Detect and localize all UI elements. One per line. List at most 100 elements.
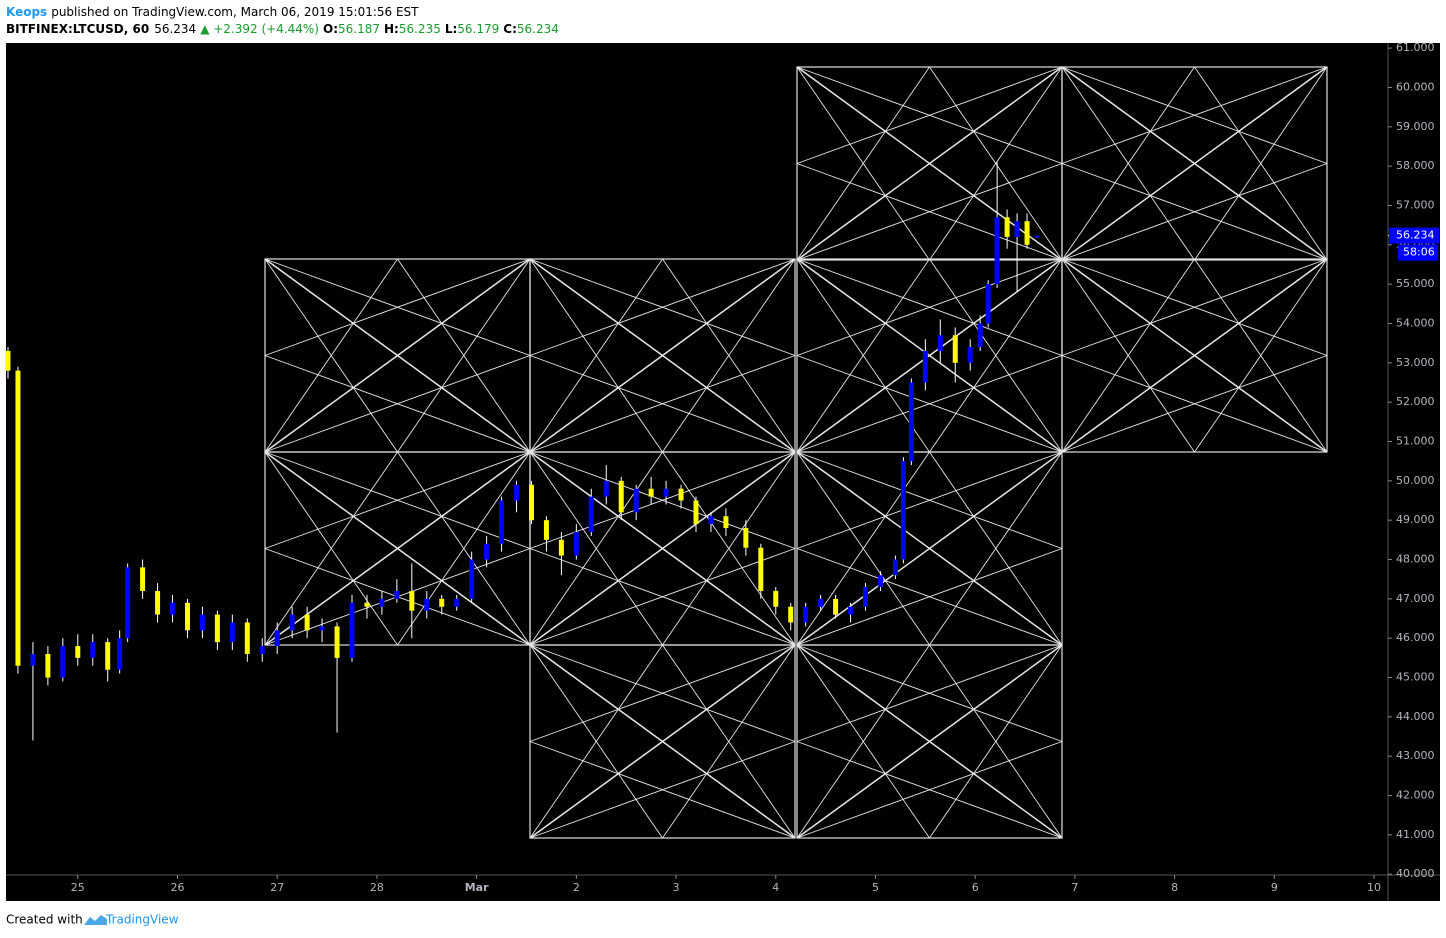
candle-body xyxy=(588,496,594,532)
gann-line xyxy=(529,258,663,453)
gann-line xyxy=(1061,258,1195,453)
low: 56.179 xyxy=(457,22,499,36)
gann-line xyxy=(796,644,1063,742)
candle-body xyxy=(848,606,854,615)
gann-line xyxy=(1061,258,1328,453)
gann-line xyxy=(796,548,1063,646)
gann-line xyxy=(1194,258,1328,453)
y-tick-label: 50.000 xyxy=(1396,474,1435,487)
candle-body xyxy=(573,531,579,556)
gann-line xyxy=(1061,66,1195,261)
candle-body xyxy=(349,602,355,658)
candle-body xyxy=(364,602,370,607)
y-tick-label: 48.000 xyxy=(1396,553,1435,566)
candle-body xyxy=(319,626,325,631)
candle-body xyxy=(484,543,490,560)
gann-line xyxy=(264,451,531,646)
candle-body xyxy=(618,480,624,513)
footer-brand[interactable]: TradingView xyxy=(105,913,179,927)
y-tick-label: 47.000 xyxy=(1396,592,1435,605)
candle-body xyxy=(558,539,564,556)
candle-body xyxy=(863,587,869,607)
gann-line xyxy=(796,451,1063,549)
candle-body xyxy=(543,520,549,540)
x-tick-label: 28 xyxy=(370,881,384,894)
gann-line xyxy=(529,644,796,839)
gann-line xyxy=(529,741,796,839)
high: 56.235 xyxy=(399,22,441,36)
candle-body xyxy=(30,653,36,666)
x-tick-label: 6 xyxy=(972,881,979,894)
symbol: BITFINEX:LTCUSD, 60 xyxy=(6,22,149,36)
y-tick-label: 55.000 xyxy=(1396,277,1435,290)
x-tick-label: 3 xyxy=(673,881,680,894)
candle-body xyxy=(922,351,928,383)
candle-body xyxy=(877,575,883,588)
gann-line xyxy=(662,644,796,839)
candle-body xyxy=(1014,221,1020,237)
candle-body xyxy=(394,590,400,599)
y-tick-label: 53.000 xyxy=(1396,356,1435,369)
y-tick-label: 59.000 xyxy=(1396,120,1435,133)
gann-line xyxy=(796,66,1063,164)
gann-line xyxy=(796,451,930,646)
y-tick-label: 44.000 xyxy=(1396,710,1435,723)
gann-line xyxy=(264,451,531,549)
candle-body xyxy=(214,614,220,643)
candle-body xyxy=(469,559,475,599)
candle-body xyxy=(818,598,824,607)
x-tick-label: 5 xyxy=(872,881,879,894)
gann-line xyxy=(662,451,796,646)
candle-body xyxy=(117,638,123,670)
candle-body xyxy=(15,370,21,666)
x-tick-label: 26 xyxy=(171,881,185,894)
candle-body xyxy=(985,284,991,324)
y-tick-label: 61.000 xyxy=(1396,41,1435,54)
candle-body xyxy=(994,217,1000,285)
author[interactable]: Keops xyxy=(6,5,47,19)
candle-body xyxy=(908,382,914,462)
gann-line xyxy=(796,66,1063,261)
x-tick-label: 7 xyxy=(1071,881,1078,894)
gann-line xyxy=(529,258,796,453)
gann-line xyxy=(264,258,531,453)
gann-line xyxy=(662,258,796,453)
gann-line xyxy=(529,644,796,742)
candle-body xyxy=(678,488,684,501)
y-tick-label: 52.000 xyxy=(1396,395,1435,408)
candle-body xyxy=(454,598,460,607)
candle-body xyxy=(125,567,131,639)
y-tick-label: 51.000 xyxy=(1396,434,1435,447)
published: published on TradingView.com, March 06, … xyxy=(51,5,419,19)
x-tick-label: 27 xyxy=(270,881,284,894)
open-label: O: xyxy=(323,22,338,36)
gann-line xyxy=(929,644,1063,839)
candle-body xyxy=(803,606,809,623)
gann-line xyxy=(529,355,796,453)
x-tick-label: 4 xyxy=(772,881,779,894)
candle-body xyxy=(833,598,839,615)
last-price-box xyxy=(1389,227,1439,244)
candle-body xyxy=(499,500,505,544)
gann-line xyxy=(929,66,1063,261)
candle-body xyxy=(244,622,250,654)
candle-body xyxy=(1004,217,1010,237)
gann-line xyxy=(529,548,796,646)
close-label: C: xyxy=(503,22,517,36)
candle-body xyxy=(633,488,639,513)
gann-line xyxy=(264,451,398,646)
x-tick-label: Mar xyxy=(465,881,489,894)
candle-body xyxy=(259,646,265,654)
candle-body xyxy=(379,598,385,607)
candle-body xyxy=(528,484,534,521)
gann-line xyxy=(796,258,1063,356)
gann-line xyxy=(929,451,1063,646)
gann-squares xyxy=(264,66,1328,839)
countdown-box xyxy=(1398,244,1438,261)
candle-body xyxy=(170,602,176,615)
candle-body xyxy=(75,646,81,658)
candle-body xyxy=(663,488,669,497)
gann-line xyxy=(796,451,1063,646)
gann-line xyxy=(796,644,1063,839)
